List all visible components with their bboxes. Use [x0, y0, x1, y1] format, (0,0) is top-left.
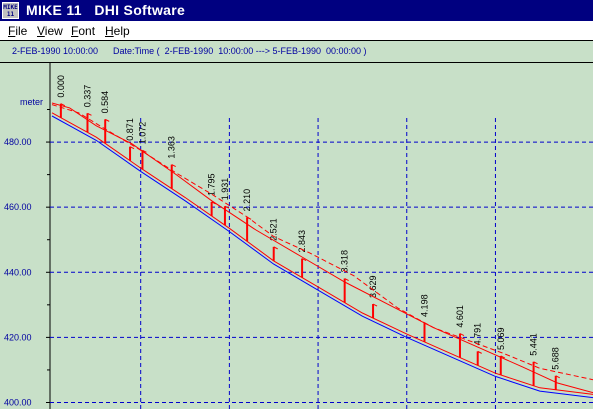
menu-help-rest: elp — [113, 24, 130, 38]
chainage-label: 2.521 — [269, 218, 279, 241]
chainage-label: 0.337 — [82, 85, 92, 108]
mike11-app-icon[interactable]: MIKE 11 — [2, 2, 19, 19]
series-line — [51, 102, 593, 394]
chainage-label: 5.069 — [496, 327, 506, 350]
menu-help[interactable]: Help — [105, 24, 130, 38]
longitudinal-profile-plot[interactable]: 400.00 420.00 440.00 460.00 480.00 0.000 0.337… — [0, 63, 593, 409]
y-tick-label: 440.00 — [4, 267, 32, 277]
chainage-label: 3.318 — [340, 250, 350, 273]
menu-bar: File View Font Help — [0, 21, 593, 41]
cross-section-flag — [372, 303, 378, 307]
series-line — [51, 112, 593, 395]
chainage-label: 1.363 — [167, 136, 177, 159]
chainage-label: 5.688 — [551, 347, 561, 370]
y-axis-label: meter — [20, 97, 43, 107]
cross-section-flag — [533, 361, 538, 365]
chainage-label: 0.000 — [56, 75, 66, 98]
menu-font[interactable]: Font — [71, 24, 95, 38]
chainage-label: 2.843 — [297, 230, 307, 253]
time-range: Date:Time ( 2-FEB-1990 10:00:00 ---> 5-F… — [113, 46, 367, 56]
cross-section-flag — [273, 246, 278, 250]
title-bar[interactable]: MIKE 11 MIKE 11 DHI Software — [0, 0, 593, 21]
chainage-label: 3.629 — [368, 276, 378, 299]
chainage-label: 1.072 — [137, 122, 147, 145]
chainage-label: 1.931 — [220, 178, 230, 201]
menu-view-rest: iew — [44, 24, 63, 38]
cross-section-flag — [171, 164, 176, 168]
chainage-label: 1.795 — [207, 173, 217, 196]
cross-section-flag — [477, 350, 482, 354]
cross-section-flag — [459, 333, 465, 337]
time-info-bar: 2-FEB-1990 10:00:00 Date:Time ( 2-FEB-19… — [0, 41, 593, 63]
menu-file-rest: ile — [15, 24, 28, 38]
cross-section-flag — [87, 112, 92, 116]
chainage-label: 0.584 — [100, 91, 110, 114]
chainage-label: 4.791 — [473, 323, 483, 346]
menu-font-hotkey: F — [71, 24, 79, 38]
menu-file-hotkey: F — [8, 24, 16, 38]
cross-section-flag — [246, 216, 252, 220]
chainage-label: 2.210 — [242, 189, 252, 212]
cross-section-flag — [211, 201, 216, 205]
y-tick-label: 480.00 — [4, 137, 32, 147]
chainage-label: 4.198 — [419, 294, 429, 317]
cross-section-flag — [142, 149, 147, 153]
chainage-label: 0.871 — [125, 118, 135, 141]
current-time: 2-FEB-1990 10:00:00 — [12, 46, 99, 56]
cross-section-flag — [60, 103, 66, 107]
y-tick-label: 400.00 — [4, 397, 32, 407]
y-tick-label: 420.00 — [4, 332, 32, 342]
cross-section-flag — [301, 258, 307, 261]
menu-view[interactable]: View — [37, 24, 63, 38]
menu-file[interactable]: File — [8, 24, 27, 38]
series-line — [51, 104, 593, 381]
series-line — [51, 115, 593, 399]
chainage-label: 4.601 — [455, 305, 465, 328]
cross-section-flag — [129, 146, 135, 150]
menu-font-rest: ont — [78, 24, 96, 38]
y-tick-label: 460.00 — [4, 202, 32, 212]
cross-section-flag — [555, 375, 560, 379]
cross-section-flag — [500, 355, 505, 359]
profile-chart: 400.00 420.00 440.00 460.00 480.00 0.000 0.337… — [4, 63, 593, 409]
window-title: MIKE 11 DHI Software — [26, 2, 186, 18]
cross-section-flag — [424, 322, 429, 326]
cross-section-flag — [104, 118, 110, 122]
chainage-label: 5.441 — [529, 333, 539, 356]
menu-help-hotkey: H — [105, 24, 114, 38]
cross-section-flag — [344, 278, 349, 281]
cross-section-flag — [224, 205, 230, 209]
menu-view-hotkey: V — [37, 24, 45, 38]
